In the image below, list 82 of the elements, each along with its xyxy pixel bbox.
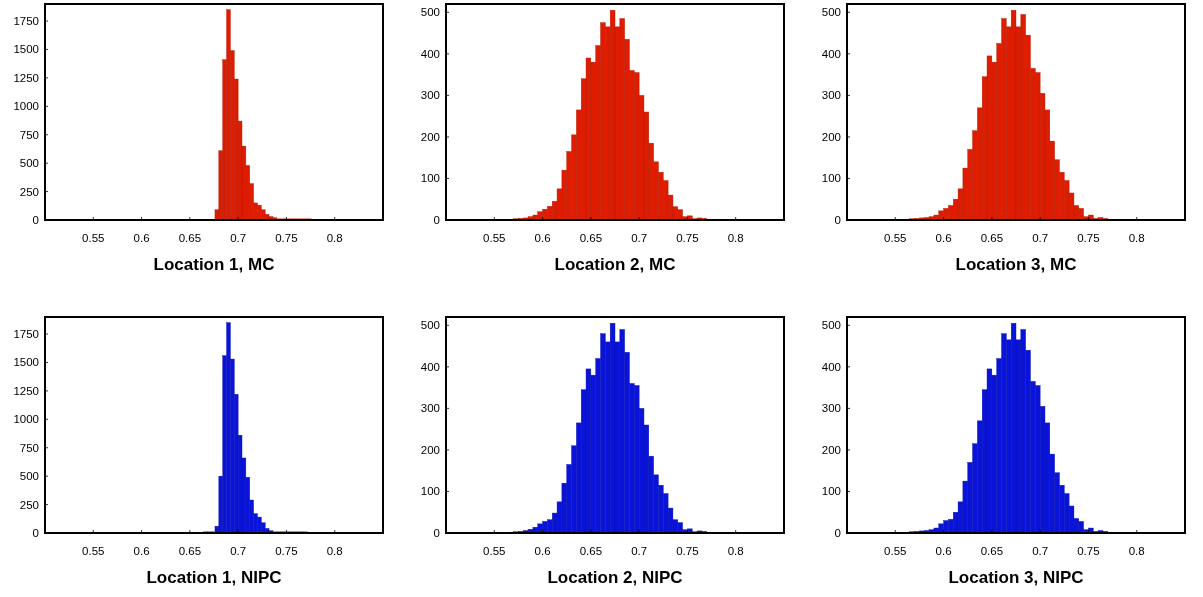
y-tick-label: 1000 bbox=[13, 100, 39, 113]
y-tick-label: 100 bbox=[420, 172, 440, 185]
x-tick-label: 0.7 bbox=[230, 545, 247, 557]
x-tick-label: 0.8 bbox=[727, 545, 744, 557]
y-tick-label: 100 bbox=[821, 485, 841, 498]
y-tick-label: 1500 bbox=[13, 356, 39, 369]
x-axis-title: Location 1, NIPC bbox=[146, 568, 282, 587]
y-tick-label: 500 bbox=[19, 470, 39, 483]
x-tick-label: 0.6 bbox=[534, 545, 551, 557]
x-tick-label: 0.55 bbox=[884, 545, 907, 557]
y-tick-label: 100 bbox=[420, 485, 440, 498]
y-tick-label: 1750 bbox=[13, 328, 39, 341]
y-tick-label: 0 bbox=[834, 527, 841, 540]
x-tick-label: 0.7 bbox=[631, 545, 648, 557]
x-tick-label: 0.75 bbox=[676, 232, 699, 244]
x-axis-title: Location 2, MC bbox=[554, 255, 676, 274]
y-tick-label: 0 bbox=[433, 214, 440, 227]
x-tick-label: 0.7 bbox=[1032, 232, 1049, 244]
y-tick-label: 500 bbox=[821, 319, 841, 332]
y-tick-label: 500 bbox=[19, 157, 39, 170]
x-tick-label: 0.65 bbox=[579, 232, 603, 244]
x-tick-label: 0.75 bbox=[1077, 232, 1100, 244]
x-tick-label: 0.75 bbox=[275, 545, 298, 557]
y-tick-label: 0 bbox=[834, 214, 841, 227]
y-tick-label: 300 bbox=[420, 89, 440, 102]
y-tick-label: 250 bbox=[19, 498, 39, 511]
x-tick-label: 0.65 bbox=[579, 545, 603, 557]
x-tick-label: 0.75 bbox=[1077, 545, 1100, 557]
x-axis-title: Location 3, NIPC bbox=[948, 568, 1084, 587]
y-tick-label: 200 bbox=[420, 130, 440, 143]
x-tick-label: 0.8 bbox=[326, 232, 343, 244]
y-tick-label: 200 bbox=[420, 443, 440, 456]
x-tick-label: 0.6 bbox=[935, 232, 952, 244]
y-tick-label: 1500 bbox=[13, 43, 39, 56]
x-tick-label: 0.75 bbox=[676, 545, 699, 557]
y-tick-label: 400 bbox=[821, 360, 841, 373]
y-tick-label: 750 bbox=[19, 128, 39, 141]
y-tick-label: 0 bbox=[32, 214, 39, 227]
y-tick-label: 750 bbox=[19, 441, 39, 454]
x-tick-label: 0.6 bbox=[133, 232, 150, 244]
y-tick-label: 300 bbox=[821, 402, 841, 415]
x-tick-label: 0.7 bbox=[631, 232, 648, 244]
x-tick-label: 0.55 bbox=[82, 232, 105, 244]
x-tick-label: 0.6 bbox=[935, 545, 952, 557]
y-tick-label: 400 bbox=[420, 360, 440, 373]
x-tick-label: 0.65 bbox=[178, 545, 202, 557]
x-tick-label: 0.6 bbox=[133, 545, 150, 557]
x-tick-label: 0.7 bbox=[230, 232, 247, 244]
y-tick-label: 0 bbox=[433, 527, 440, 540]
x-tick-label: 0.55 bbox=[884, 232, 907, 244]
x-tick-label: 0.8 bbox=[1128, 545, 1145, 557]
y-tick-label: 1250 bbox=[13, 384, 39, 397]
y-tick-label: 400 bbox=[821, 47, 841, 60]
y-tick-label: 500 bbox=[821, 6, 841, 19]
x-tick-label: 0.8 bbox=[1128, 232, 1145, 244]
x-tick-label: 0.6 bbox=[534, 232, 551, 244]
y-tick-label: 1750 bbox=[13, 15, 39, 28]
x-tick-label: 0.8 bbox=[326, 545, 343, 557]
x-axis-title: Location 3, MC bbox=[955, 255, 1077, 274]
x-tick-label: 0.65 bbox=[980, 232, 1004, 244]
y-tick-label: 200 bbox=[821, 443, 841, 456]
y-tick-label: 500 bbox=[420, 319, 440, 332]
y-tick-label: 300 bbox=[821, 89, 841, 102]
y-tick-label: 300 bbox=[420, 402, 440, 415]
x-axis-title: Location 2, NIPC bbox=[547, 568, 683, 587]
y-tick-label: 0 bbox=[32, 527, 39, 540]
y-tick-label: 400 bbox=[420, 47, 440, 60]
y-tick-label: 200 bbox=[821, 130, 841, 143]
y-tick-label: 500 bbox=[420, 6, 440, 19]
x-axis-title: Location 1, MC bbox=[153, 255, 275, 274]
x-tick-label: 0.55 bbox=[82, 545, 105, 557]
y-tick-label: 1000 bbox=[13, 413, 39, 426]
x-tick-label: 0.65 bbox=[178, 232, 202, 244]
x-tick-label: 0.55 bbox=[483, 545, 506, 557]
y-tick-label: 1250 bbox=[13, 71, 39, 84]
x-tick-label: 0.65 bbox=[980, 545, 1004, 557]
x-tick-label: 0.7 bbox=[1032, 545, 1049, 557]
x-tick-label: 0.75 bbox=[275, 232, 298, 244]
x-tick-label: 0.55 bbox=[483, 232, 506, 244]
y-tick-label: 100 bbox=[821, 172, 841, 185]
x-tick-label: 0.8 bbox=[727, 232, 744, 244]
y-tick-label: 250 bbox=[19, 185, 39, 198]
